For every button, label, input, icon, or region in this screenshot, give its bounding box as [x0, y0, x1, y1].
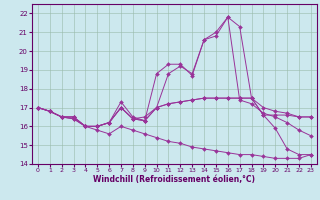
X-axis label: Windchill (Refroidissement éolien,°C): Windchill (Refroidissement éolien,°C) [93, 175, 255, 184]
